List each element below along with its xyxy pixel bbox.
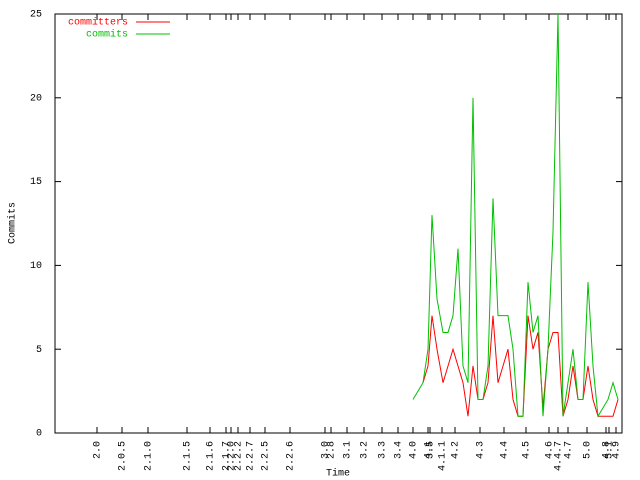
x-tick-label: 4.2 [451, 441, 462, 459]
x-tick-label: 3.1 [343, 441, 354, 459]
x-tick-label: 4.5 [522, 441, 533, 459]
y-tick-label: 25 [30, 10, 42, 21]
x-tick-label: 2.1.0 [144, 441, 155, 471]
x-tick-label: 2.2.2 [234, 441, 245, 471]
x-tick-label: 3.5 [426, 441, 437, 459]
x-tick-label: 4.6 [545, 441, 556, 459]
y-tick-label: 5 [36, 345, 42, 356]
x-tick-label: 2.1.6 [206, 441, 217, 471]
x-tick-label: 4.7 [564, 441, 575, 459]
y-axis-label: Commits [7, 202, 19, 244]
y-tick-label: 0 [36, 429, 42, 440]
y-tick-label: 10 [30, 261, 42, 272]
x-axis-label: Time [326, 468, 350, 480]
x-tick-label: 2.8 [327, 441, 338, 459]
x-tick-label: 5.1 [605, 441, 616, 459]
x-tick-label: 3.3 [378, 441, 389, 459]
x-tick-label: 2.2.6 [286, 441, 297, 471]
x-tick-label: 4.9 [612, 441, 623, 459]
x-tick-label: 4.4 [500, 441, 511, 459]
x-tick-label: 2.1.5 [183, 441, 194, 471]
series-line [412, 13, 619, 418]
series-line [422, 315, 619, 417]
x-tick-label: 4.0 [409, 441, 420, 459]
x-tick-label: 4.8 [602, 441, 613, 459]
x-tick-label: 4.3 [476, 441, 487, 459]
legend-label: commits [86, 29, 128, 41]
x-tick-label: 2.0.5 [118, 441, 129, 471]
x-tick-label: 4.4.7 [554, 441, 565, 471]
x-tick-label: 5.0 [583, 441, 594, 459]
x-tick-label: 2.0 [93, 441, 104, 459]
x-tick-label: 3.4 [394, 441, 405, 459]
x-tick-label: 2.1.7 [222, 441, 233, 471]
x-tick-label: 2.2.7 [246, 441, 257, 471]
x-tick-label: 4.1 [424, 441, 435, 459]
x-tick-label: 3.2 [360, 441, 371, 459]
x-tick-label: 4.1.1 [438, 441, 449, 471]
plot-frame [54, 13, 623, 434]
x-tick-label: 3.0 [321, 441, 332, 459]
y-tick-label: 20 [30, 93, 42, 104]
y-tick-label: 15 [30, 177, 42, 188]
x-tick-label: 2.2.0 [227, 441, 238, 471]
legend-label: committers [68, 17, 128, 29]
x-tick-label: 2.2.5 [261, 441, 272, 471]
